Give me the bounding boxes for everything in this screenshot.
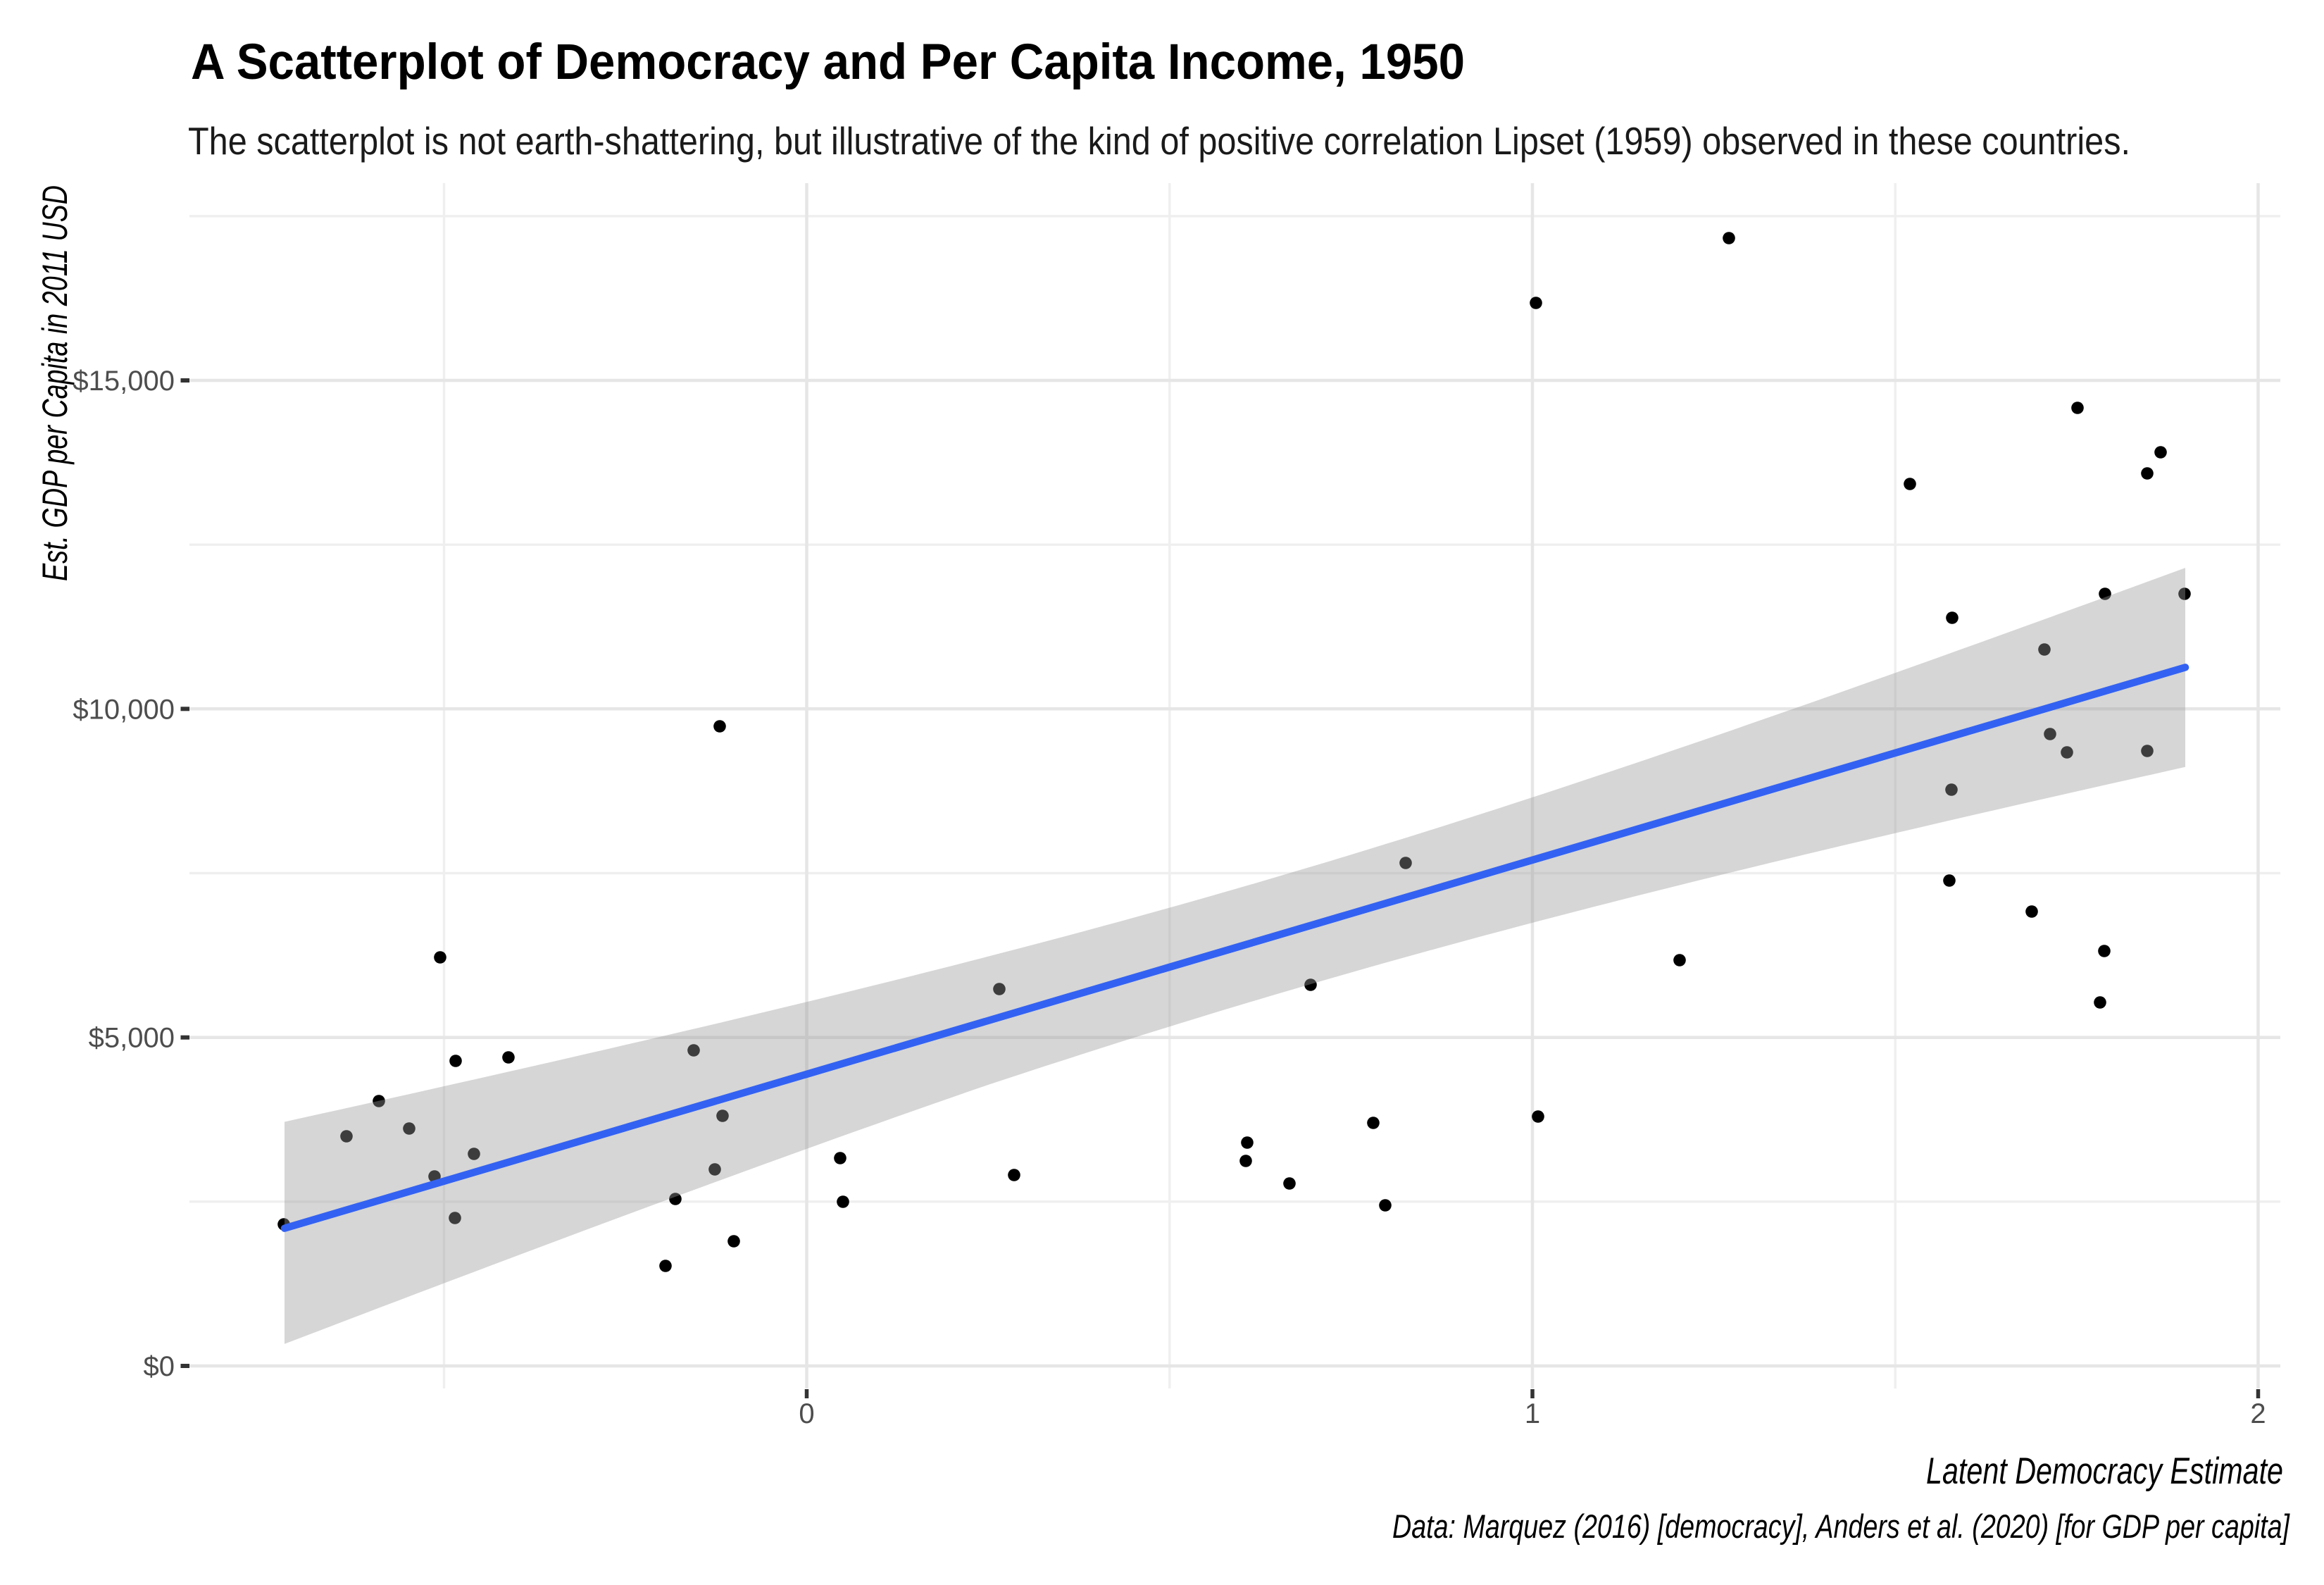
- svg-text:Data: Marquez (2016) [democrac: Data: Marquez (2016) [democracy], Anders…: [1392, 1508, 2290, 1545]
- svg-text:A Scatterplot of Democracy and: A Scatterplot of Democracy and Per Capit…: [191, 35, 1465, 90]
- svg-text:$15,000: $15,000: [73, 366, 175, 397]
- svg-text:$5,000: $5,000: [89, 1023, 175, 1054]
- svg-text:$10,000: $10,000: [73, 694, 175, 725]
- svg-text:$0: $0: [144, 1351, 175, 1382]
- svg-text:Latent Democracy Estimate: Latent Democracy Estimate: [1926, 1450, 2283, 1492]
- svg-text:The scatterplot is not earth-s: The scatterplot is not earth-shattering,…: [188, 119, 2130, 163]
- svg-text:2: 2: [2250, 1398, 2266, 1429]
- svg-text:1: 1: [1525, 1398, 1540, 1429]
- svg-text:Est. GDP per Capita in 2011 US: Est. GDP per Capita in 2011 USD: [35, 185, 75, 581]
- svg-text:0: 0: [799, 1398, 814, 1429]
